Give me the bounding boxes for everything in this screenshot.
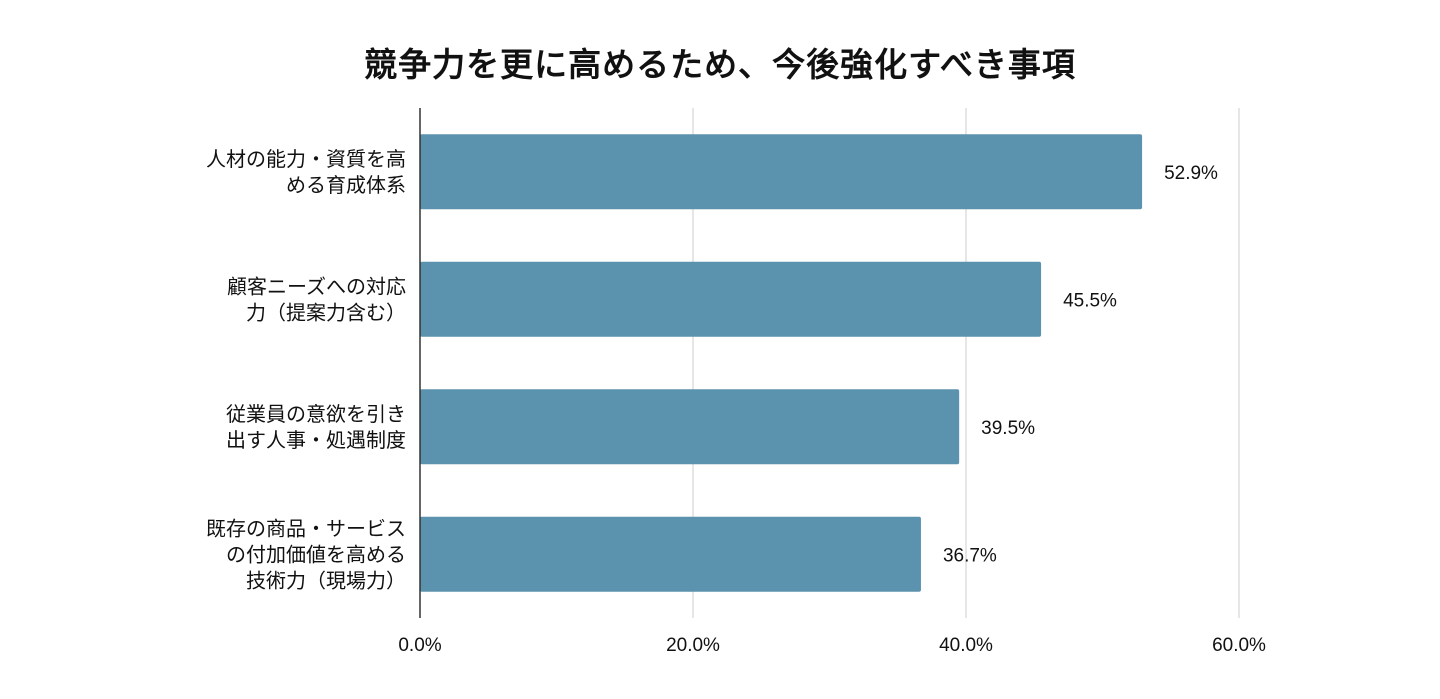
category-label: 人材の能力・資質を高める育成体系 — [206, 147, 406, 197]
x-tick-label: 40.0% — [939, 635, 993, 656]
value-labels: 52.9% 45.5% 39.5% 36.7% — [943, 163, 1218, 567]
bar — [420, 389, 960, 465]
category-label-line: の付加価値を高める — [226, 542, 406, 566]
value-label: 39.5% — [981, 418, 1035, 439]
category-label-line: 力（提案力含む） — [246, 300, 406, 324]
x-tick-label: 60.0% — [1212, 635, 1266, 656]
value-label: 45.5% — [1063, 290, 1117, 311]
bar — [420, 261, 1042, 337]
category-label: 既存の商品・サービスの付加価値を高める技術力（現場力） — [206, 516, 406, 592]
bar — [420, 516, 921, 592]
category-label-line: 技術力（現場力） — [246, 568, 406, 592]
category-label: 従業員の意欲を引き出す人事・処遇制度 — [226, 402, 406, 452]
category-label-line: 人材の能力・資質を高 — [206, 147, 406, 171]
x-tick-labels: 0.0% 20.0% 40.0% 60.0% — [398, 635, 1266, 656]
category-label-line: 出す人事・処遇制度 — [226, 428, 406, 452]
category-label-line: 顧客ニーズへの対応 — [227, 274, 406, 298]
category-label-line: 既存の商品・サービス — [206, 516, 406, 540]
category-label: 顧客ニーズへの対応力（提案力含む） — [227, 274, 406, 324]
category-label-line: 従業員の意欲を引き — [226, 402, 406, 426]
value-label: 52.9% — [1164, 163, 1218, 184]
bar — [420, 134, 1143, 210]
x-tick-label: 0.0% — [398, 635, 441, 656]
bars — [420, 134, 1143, 592]
x-tick-label: 20.0% — [666, 635, 720, 656]
value-label: 36.7% — [943, 545, 997, 566]
category-label-line: める育成体系 — [286, 173, 406, 197]
chart-title: 競争力を更に高めるため、今後強化すべき事項 — [364, 45, 1076, 84]
